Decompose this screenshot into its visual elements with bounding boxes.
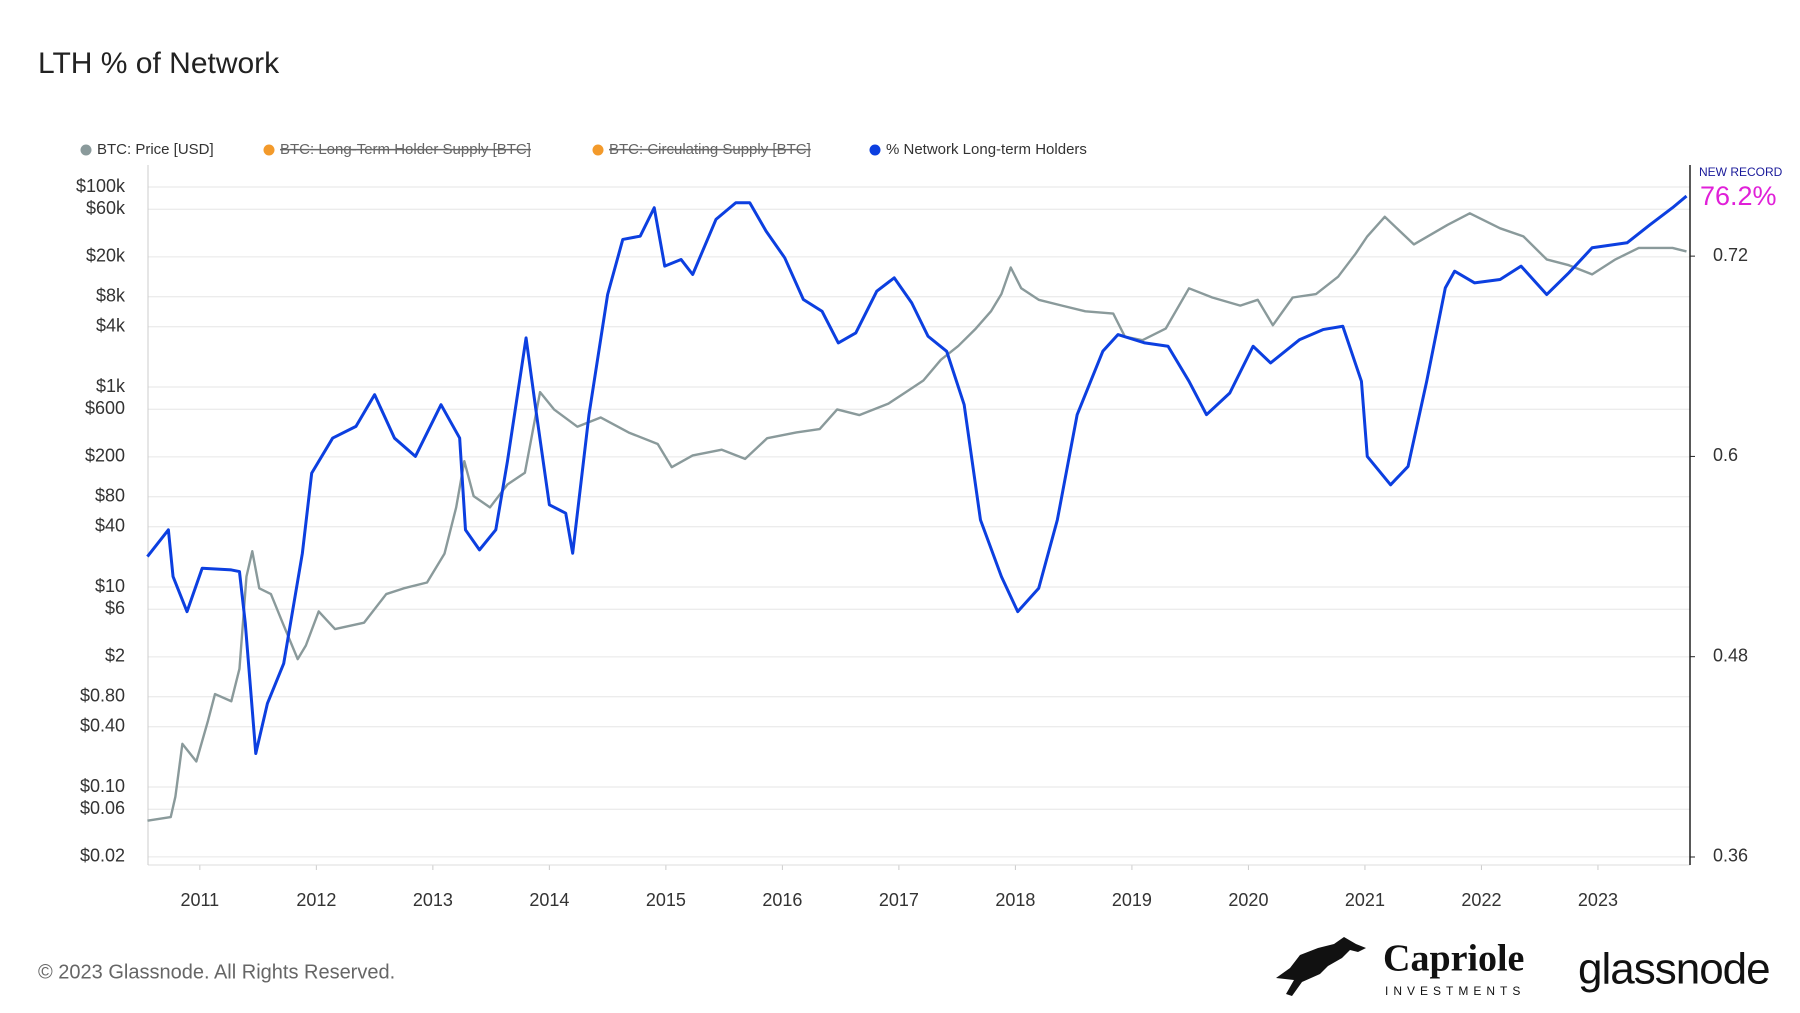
legend-marker — [592, 144, 604, 156]
y2-tick-label: 0.6 — [1713, 445, 1738, 465]
x-tick-label: 2023 — [1578, 890, 1618, 910]
capriole-name: Capriole — [1383, 938, 1524, 980]
x-tick-label: 2019 — [1112, 890, 1152, 910]
legend-label: BTC: Long-Term Holder Supply [BTC] — [280, 141, 531, 158]
x-tick-label: 2021 — [1345, 890, 1385, 910]
y2-tick-label: 0.36 — [1713, 846, 1748, 866]
y-tick-label: $6 — [105, 598, 125, 618]
chart-title: LTH % of Network — [38, 47, 280, 80]
x-tick-label: 2011 — [180, 890, 219, 910]
legend-marker — [263, 144, 275, 156]
y-tick-label: $8k — [96, 285, 126, 305]
y-tick-label: $600 — [85, 398, 125, 418]
capriole-horse — [1276, 937, 1366, 996]
x-tick-label: 2014 — [529, 890, 569, 910]
series-line — [147, 212, 1687, 822]
glassnode-logo: glassnode — [1578, 945, 1770, 994]
legend-label: % Network Long-term Holders — [886, 141, 1087, 158]
x-tick-label: 2018 — [995, 890, 1035, 910]
y-tick-label: $80 — [95, 485, 125, 505]
y-tick-label: $100k — [76, 176, 126, 196]
series-line — [146, 194, 1688, 756]
capriole-logo: Capriole INVESTMENTS — [1276, 937, 1525, 998]
copyright: © 2023 Glassnode. All Rights Reserved. — [38, 961, 395, 983]
legend-marker — [869, 144, 881, 156]
x-tick-label: 2016 — [762, 890, 802, 910]
capriole-sub: INVESTMENTS — [1385, 984, 1525, 998]
y-tick-label: $40 — [95, 516, 125, 536]
legend-label: BTC: Circulating Supply [BTC] — [609, 141, 811, 158]
y-tick-label: $200 — [85, 446, 125, 466]
y-tick-label: $4k — [96, 316, 126, 336]
x-tick-label: 2013 — [413, 890, 453, 910]
y2-tick-label: 0.72 — [1713, 245, 1748, 265]
x-tick-label: 2012 — [296, 890, 336, 910]
x-tick-label: 2017 — [879, 890, 919, 910]
legend-label: BTC: Price [USD] — [97, 141, 214, 158]
x-tick-label: 2020 — [1228, 890, 1268, 910]
legend-marker — [80, 144, 92, 156]
y-tick-label: $2 — [105, 646, 125, 666]
y2-tick-label: 0.48 — [1713, 645, 1748, 665]
y-tick-label: $0.10 — [80, 776, 125, 796]
grid — [148, 186, 1690, 858]
y-tick-label: $60k — [86, 198, 126, 218]
record-value: 76.2% — [1700, 181, 1777, 211]
x-tick-label: 2022 — [1461, 890, 1501, 910]
y-tick-label: $0.80 — [80, 685, 125, 705]
y-tick-label: $10 — [95, 576, 125, 596]
y-tick-label: $20k — [86, 246, 126, 266]
record-label: NEW RECORD — [1699, 165, 1783, 179]
y-tick-label: $0.06 — [80, 798, 125, 818]
y-tick-label: $0.02 — [80, 846, 125, 866]
y-tick-label: $1k — [96, 376, 126, 396]
x-tick-label: 2015 — [646, 890, 686, 910]
y-tick-label: $0.40 — [80, 716, 125, 736]
